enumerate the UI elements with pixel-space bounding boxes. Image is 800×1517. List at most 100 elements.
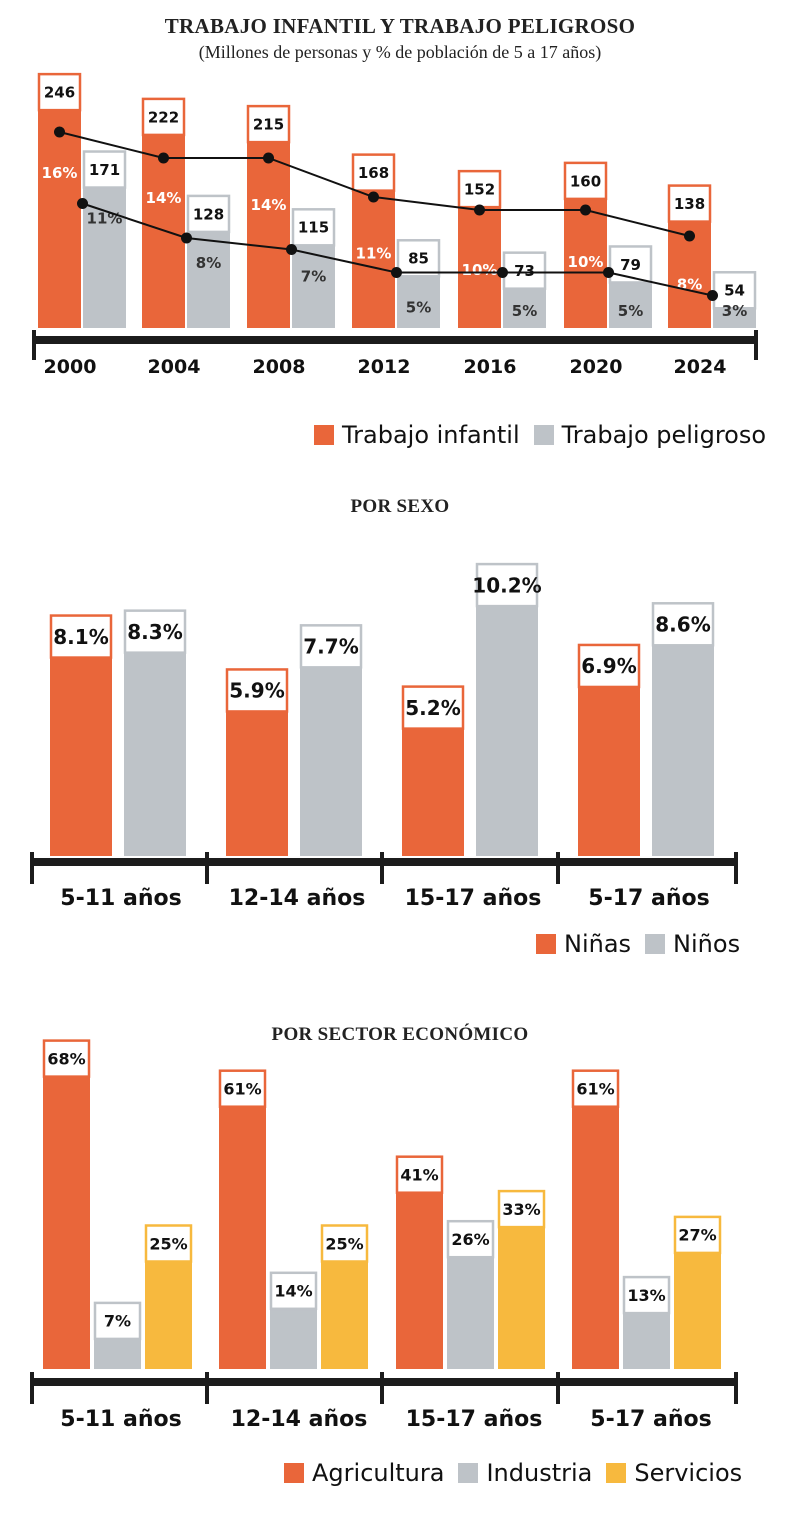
chart1-legend: Trabajo infantil Trabajo peligroso bbox=[300, 421, 766, 449]
chart2-legend: Niñas Niños bbox=[522, 930, 740, 958]
x-axis-tick bbox=[380, 1372, 384, 1404]
legend-label: Niños bbox=[673, 930, 741, 958]
pct-label-infantil: 10% bbox=[568, 253, 604, 271]
bar-nias bbox=[402, 728, 464, 856]
value-label-peligroso-box bbox=[396, 239, 441, 278]
value-label-peligroso: 128 bbox=[193, 205, 224, 223]
value-label-box bbox=[93, 1301, 142, 1341]
value-label: 8.3% bbox=[127, 620, 182, 644]
bar-nios bbox=[124, 652, 186, 856]
value-label-peligroso: 85 bbox=[408, 250, 429, 268]
pct-label-peligroso: 5% bbox=[618, 302, 643, 320]
value-label-box bbox=[497, 1189, 546, 1229]
chart3-plot: 68% 7% 25% 5-11 años 61% 14% 25% 12-14 años 41% 2… bbox=[30, 1039, 738, 1432]
x-axis-tick bbox=[205, 1372, 209, 1404]
x-axis-tick bbox=[30, 1372, 34, 1404]
value-label-box bbox=[673, 1215, 722, 1255]
legend-item-industria: Industria bbox=[458, 1459, 592, 1487]
x-axis-tick bbox=[734, 852, 738, 884]
x-tick-label: 2000 bbox=[44, 356, 97, 378]
value-label-peligroso-box bbox=[502, 251, 547, 290]
pct-label-peligroso: 11% bbox=[87, 210, 123, 228]
x-tick-label: 2020 bbox=[570, 356, 623, 378]
legend-label: Niñas bbox=[564, 930, 632, 958]
trend-line-peligroso-point bbox=[181, 232, 192, 244]
x-tick-label: 5-11 años bbox=[60, 886, 181, 911]
x-axis-tick bbox=[380, 852, 384, 884]
value-label-box bbox=[395, 1155, 444, 1194]
trend-line-infantil-point bbox=[54, 126, 65, 138]
chart1-title: TRABAJO INFANTIL Y TRABAJO PELIGROSO bbox=[164, 14, 636, 38]
value-label-box bbox=[42, 1039, 91, 1078]
legend-label: Trabajo infantil bbox=[342, 421, 520, 449]
value-label-peligroso-box bbox=[291, 208, 336, 247]
pct-label-infantil: 14% bbox=[146, 189, 182, 207]
bar-trabajo-infantil bbox=[142, 98, 185, 328]
value-label-infantil: 222 bbox=[148, 108, 179, 126]
legend-item-agricultura: Agricultura bbox=[284, 1459, 444, 1487]
pct-label-peligroso: 8% bbox=[196, 254, 221, 272]
x-tick-label: 2004 bbox=[148, 356, 201, 378]
value-label-infantil-box bbox=[141, 97, 186, 137]
chart1-subtitle: (Millones de personas y % de población d… bbox=[198, 42, 602, 62]
legend-label: Industria bbox=[486, 1459, 593, 1487]
value-label: 7.7% bbox=[303, 635, 358, 659]
value-label-infantil: 160 bbox=[570, 172, 601, 190]
chart1-plot: 246 171 16% 11% 2000 222 128 14% 8% 2004 215 115 14%… bbox=[32, 72, 758, 378]
value-label-box bbox=[401, 685, 465, 730]
value-label-box bbox=[651, 602, 715, 647]
trend-line-infantil-point bbox=[263, 152, 274, 164]
value-label-box bbox=[571, 1069, 620, 1108]
bar-nios bbox=[476, 606, 538, 856]
chart3-legend: Agricultura Industria Servicios bbox=[270, 1459, 742, 1487]
bar-nias bbox=[578, 686, 640, 856]
value-label-box bbox=[577, 643, 641, 689]
chart2-title: POR SEXO bbox=[350, 496, 450, 517]
legend-swatch-gray bbox=[533, 425, 554, 445]
x-tick-label: 2012 bbox=[358, 356, 411, 378]
legend-item-ninos: Niños bbox=[645, 930, 740, 958]
value-label-box bbox=[225, 668, 289, 713]
value-label-peligroso: 171 bbox=[89, 161, 120, 179]
x-axis-end-tick bbox=[754, 330, 758, 360]
x-tick-label: 2008 bbox=[253, 356, 306, 378]
legend-item-servicios: Servicios bbox=[606, 1459, 742, 1487]
x-axis-tick bbox=[734, 1372, 738, 1404]
x-axis-tick bbox=[30, 852, 34, 884]
pct-label-peligroso: 5% bbox=[406, 298, 431, 316]
value-label: 25% bbox=[325, 1234, 363, 1253]
x-axis-end-tick bbox=[32, 330, 36, 360]
legend-label: Agricultura bbox=[312, 1459, 445, 1487]
legend-swatch-yellow bbox=[606, 1463, 627, 1483]
value-label-infantil-box bbox=[563, 161, 608, 201]
pct-label-infantil: 10% bbox=[462, 261, 498, 279]
value-label-box bbox=[49, 614, 113, 659]
bar-servicios bbox=[145, 1261, 192, 1369]
bar-agricultura bbox=[572, 1106, 619, 1369]
value-label-box bbox=[299, 624, 363, 669]
bar-nios bbox=[652, 645, 714, 856]
pct-label-peligroso: 5% bbox=[512, 302, 537, 320]
bar-servicios bbox=[674, 1252, 721, 1369]
bar-industria bbox=[270, 1308, 317, 1369]
value-label-box bbox=[446, 1219, 495, 1259]
value-label: 5.9% bbox=[229, 679, 284, 703]
value-label-infantil-box bbox=[351, 153, 396, 192]
value-label: 8.1% bbox=[53, 625, 108, 649]
value-label: 27% bbox=[678, 1226, 716, 1245]
value-label: 10.2% bbox=[472, 573, 541, 597]
trend-line-infantil-point bbox=[474, 204, 485, 216]
trend-line-infantil-point bbox=[368, 191, 379, 203]
value-label-box bbox=[622, 1275, 671, 1315]
x-tick-label: 5-17 años bbox=[590, 1407, 711, 1432]
trend-line-peligroso-point bbox=[391, 267, 402, 278]
trend-line-peligroso-point bbox=[497, 267, 508, 278]
chart2-plot: 8.1% 8.3% 5-11 años 5.9% 7.7% 12-14 años 5.2% 1… bbox=[30, 562, 738, 911]
value-label: 14% bbox=[274, 1282, 312, 1301]
trend-line-peligroso-point bbox=[77, 198, 88, 209]
pct-label-peligroso: 3% bbox=[722, 302, 747, 320]
legend-swatch-orange bbox=[536, 934, 556, 954]
legend-item-trabajo-peligroso: Trabajo peligroso bbox=[533, 421, 766, 449]
bar-agricultura bbox=[219, 1106, 266, 1369]
pct-label-infantil: 16% bbox=[42, 164, 78, 182]
